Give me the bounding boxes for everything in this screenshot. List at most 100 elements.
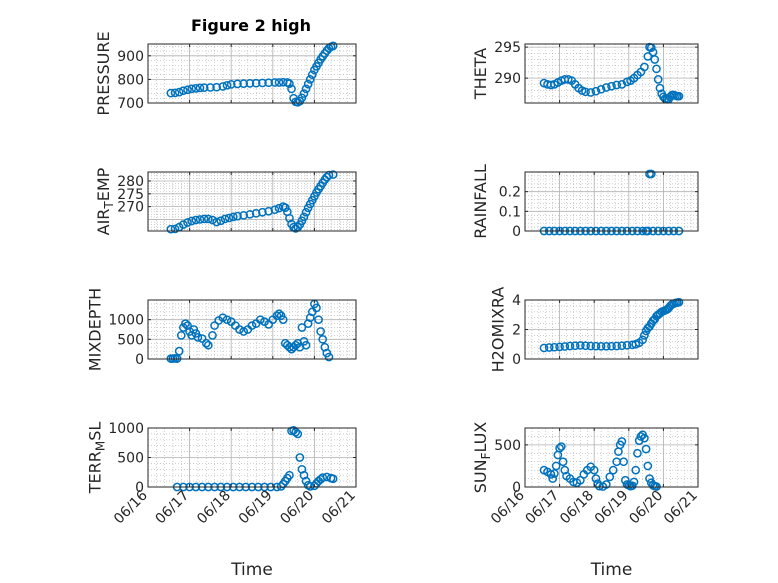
data-point bbox=[301, 340, 311, 350]
data-point bbox=[251, 78, 261, 88]
data-point bbox=[191, 215, 201, 225]
data-point bbox=[591, 341, 601, 351]
data-point bbox=[274, 78, 284, 87]
grid-lines bbox=[524, 171, 699, 232]
data-point bbox=[239, 79, 249, 88]
series-markers bbox=[539, 42, 684, 104]
data-point bbox=[560, 342, 570, 351]
data-point bbox=[181, 319, 190, 328]
data-point bbox=[555, 443, 564, 453]
data-point bbox=[596, 84, 606, 94]
axes-frame bbox=[524, 43, 699, 104]
data-point bbox=[233, 211, 242, 221]
data-point bbox=[199, 214, 209, 224]
data-point bbox=[631, 465, 641, 475]
y-tick-label: 290 bbox=[494, 71, 521, 87]
data-point bbox=[328, 170, 338, 179]
data-point bbox=[222, 315, 232, 325]
data-point bbox=[174, 346, 184, 356]
data-point bbox=[586, 88, 596, 97]
data-point bbox=[629, 477, 639, 487]
data-point bbox=[218, 313, 228, 323]
series-markers bbox=[166, 299, 334, 363]
data-point bbox=[565, 341, 575, 351]
grid-lines bbox=[524, 299, 699, 360]
data-point bbox=[674, 91, 684, 101]
data-point bbox=[203, 214, 213, 224]
data-point bbox=[272, 311, 282, 321]
data-point bbox=[206, 83, 215, 92]
data-point bbox=[299, 212, 309, 222]
data-point bbox=[650, 55, 660, 64]
data-point bbox=[228, 212, 238, 222]
y-axis-label: H2OMIXRA bbox=[488, 287, 507, 373]
data-point bbox=[640, 433, 649, 443]
y-tick-label: 900 bbox=[117, 49, 144, 65]
data-point bbox=[233, 79, 242, 89]
axes-frame bbox=[147, 171, 357, 232]
data-point bbox=[278, 315, 288, 325]
data-point bbox=[245, 79, 255, 88]
data-point bbox=[270, 78, 280, 87]
data-point bbox=[258, 207, 267, 217]
y-tick-label: 0.2 bbox=[499, 185, 521, 201]
data-point bbox=[641, 444, 651, 454]
x-axis-label: Time bbox=[230, 560, 273, 580]
data-point bbox=[551, 461, 561, 471]
data-point bbox=[270, 205, 280, 215]
data-point bbox=[601, 341, 611, 351]
y-axis-label: PRESSURE bbox=[94, 31, 113, 115]
data-point bbox=[581, 341, 590, 351]
data-point bbox=[287, 84, 296, 94]
data-point bbox=[328, 474, 338, 484]
data-point bbox=[655, 83, 665, 93]
data-point bbox=[591, 86, 601, 96]
data-point bbox=[607, 341, 616, 351]
data-point bbox=[183, 85, 192, 95]
data-point bbox=[548, 474, 558, 483]
series-markers bbox=[166, 170, 338, 234]
y-tick-label: 0.1 bbox=[499, 204, 521, 220]
data-point bbox=[576, 341, 585, 350]
y-tick-label: 295 bbox=[494, 40, 521, 56]
y-tick-label: 1000 bbox=[108, 313, 144, 329]
data-point bbox=[276, 482, 286, 491]
data-point bbox=[264, 78, 273, 88]
data-point bbox=[601, 83, 611, 92]
y-tick-label: 275 bbox=[117, 187, 144, 203]
data-point bbox=[617, 341, 627, 351]
data-point bbox=[652, 64, 661, 74]
data-point bbox=[643, 461, 653, 471]
data-point bbox=[295, 453, 305, 462]
data-point bbox=[318, 473, 328, 482]
data-point bbox=[208, 331, 217, 340]
data-point bbox=[212, 217, 221, 227]
data-point bbox=[640, 62, 649, 72]
grid-lines bbox=[147, 44, 357, 104]
y-tick-label: 0 bbox=[512, 224, 521, 240]
data-point bbox=[208, 215, 217, 225]
data-point bbox=[193, 333, 203, 342]
data-point bbox=[591, 474, 601, 483]
data-point bbox=[297, 323, 307, 332]
data-point bbox=[316, 327, 325, 336]
data-point bbox=[605, 472, 615, 482]
data-point bbox=[581, 87, 590, 97]
data-point bbox=[291, 340, 301, 350]
figure-title: Figure 2 high bbox=[191, 16, 311, 35]
data-point bbox=[174, 87, 184, 97]
data-point bbox=[191, 84, 201, 93]
data-point bbox=[312, 303, 321, 313]
data-point bbox=[210, 321, 219, 330]
data-point bbox=[305, 75, 315, 84]
data-point bbox=[555, 342, 564, 352]
data-point bbox=[550, 342, 559, 352]
y-axis-label: MIXDEPTH bbox=[86, 288, 105, 371]
data-point bbox=[303, 79, 313, 89]
data-point bbox=[199, 83, 209, 93]
data-point bbox=[638, 335, 647, 345]
data-point bbox=[239, 327, 249, 336]
